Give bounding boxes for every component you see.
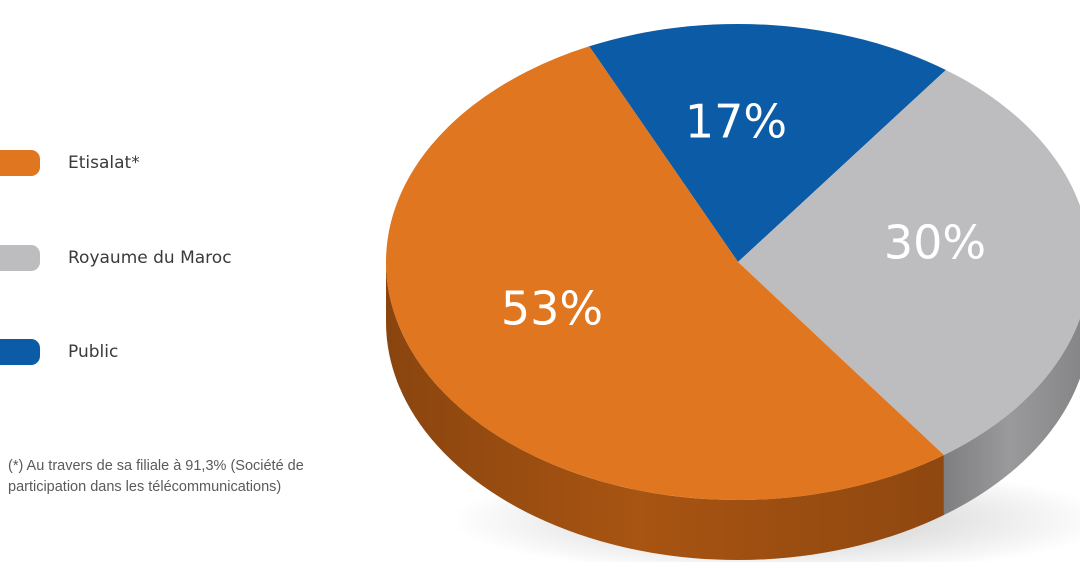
footnote-line-1: (*) Au travers de sa filiale à 91,3% (So… bbox=[8, 458, 304, 474]
pie-value-label-public: 17% bbox=[685, 95, 787, 149]
legend-label-etisalat: Etisalat* bbox=[68, 153, 140, 173]
pie-slice-public bbox=[589, 23, 946, 262]
legend-item-public: Public bbox=[0, 337, 118, 367]
pie-side-shade-royaume-du-maroc bbox=[943, 318, 1080, 516]
pie-slice-royaume-du-maroc bbox=[738, 69, 1080, 456]
pie-slice-etisalat bbox=[386, 46, 944, 500]
legend-item-etisalat: Etisalat* bbox=[0, 148, 140, 178]
footnote-line-2: participation dans les télécommunication… bbox=[8, 479, 282, 495]
legend-swatch-etisalat bbox=[0, 150, 40, 176]
pie-sides bbox=[386, 262, 1080, 561]
pie-tops bbox=[386, 23, 1080, 500]
legend-item-royaume-du-maroc: Royaume du Maroc bbox=[0, 243, 232, 273]
legend-swatch-royaume-du-maroc bbox=[0, 245, 40, 271]
legend-swatch-public bbox=[0, 339, 40, 365]
pie-value-label-royaume-du-maroc: 30% bbox=[884, 216, 986, 270]
pie-value-label-etisalat: 53% bbox=[501, 282, 603, 336]
pie-labels: 17% 30% 53% bbox=[501, 95, 986, 336]
pie-side-shade-etisalat bbox=[386, 262, 944, 561]
legend-label-royaume-du-maroc: Royaume du Maroc bbox=[68, 248, 232, 268]
footnote: (*) Au travers de sa filiale à 91,3% (So… bbox=[8, 456, 408, 498]
legend-label-public: Public bbox=[68, 342, 119, 362]
